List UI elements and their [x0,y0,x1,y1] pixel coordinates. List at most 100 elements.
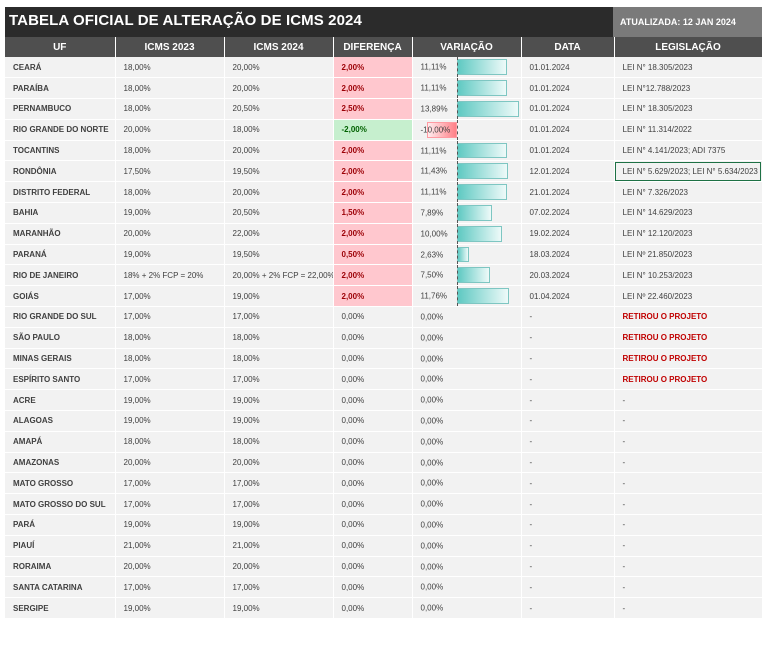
cell-diferenca[interactable]: 0,50% [333,244,413,266]
cell-legislacao[interactable]: LEI N° 18.305/2023 [614,57,763,79]
cell-icms-2023[interactable]: 19,00% [115,514,225,536]
cell-icms-2024[interactable]: 20,00% + 2% FCP = 22,00% [224,264,334,287]
cell-icms-2023[interactable]: 18,00% [115,140,225,162]
cell-legislacao[interactable]: LEI N°12.788/2023 [614,77,763,100]
cell-uf[interactable]: PARANÁ [5,244,116,266]
cell-icms-2024[interactable]: 20,50% [224,98,334,120]
cell-icms-2023[interactable]: 17,00% [115,285,225,308]
cell-uf[interactable]: MATO GROSSO [5,472,116,495]
cell-variacao[interactable]: 0,00% [412,306,522,328]
cell-icms-2023[interactable]: 20,00% [115,452,225,474]
cell-variacao[interactable]: 0,00% [412,514,522,536]
cell-diferenca[interactable]: 0,00% [333,368,413,391]
column-header-diferenca[interactable]: DIFERENÇA [333,37,413,57]
cell-uf[interactable]: RIO DE JANEIRO [5,264,116,287]
cell-uf[interactable]: CEARÁ [5,57,116,79]
cell-variacao[interactable]: 0,00% [412,327,522,349]
cell-legislacao[interactable]: - [614,514,763,536]
cell-data[interactable]: - [521,452,615,474]
cell-legislacao[interactable]: - [614,493,763,516]
cell-data[interactable]: 01.01.2024 [521,98,615,120]
cell-variacao[interactable]: 7,89% [412,202,522,224]
cell-icms-2023[interactable]: 20,00% [115,119,225,141]
cell-legislacao[interactable]: - [614,410,763,432]
cell-icms-2024[interactable]: 20,00% [224,556,334,578]
cell-legislacao[interactable]: RETIROU O PROJETO [614,348,763,370]
cell-uf[interactable]: PIAUÍ [5,535,116,557]
cell-diferenca[interactable]: 2,00% [333,140,413,162]
cell-variacao[interactable]: 0,00% [412,410,522,432]
cell-variacao[interactable]: 7,50% [412,264,522,287]
cell-legislacao[interactable]: - [614,597,763,620]
cell-uf[interactable]: BAHIA [5,202,116,224]
cell-icms-2024[interactable]: 18,00% [224,119,334,141]
cell-data[interactable]: - [521,472,615,495]
cell-data[interactable]: - [521,368,615,391]
cell-icms-2024[interactable]: 19,00% [224,514,334,536]
cell-data[interactable]: - [521,431,615,453]
cell-data[interactable]: - [521,535,615,557]
cell-data[interactable]: - [521,514,615,536]
cell-uf[interactable]: DISTRITO FEDERAL [5,181,116,204]
cell-data[interactable]: 21.01.2024 [521,181,615,204]
cell-variacao[interactable]: 11,43% [412,160,522,183]
cell-diferenca[interactable]: 0,00% [333,348,413,370]
cell-uf[interactable]: TOCANTINS [5,140,116,162]
cell-icms-2023[interactable]: 17,00% [115,368,225,391]
cell-variacao[interactable]: 10,00% [412,223,522,245]
cell-legislacao[interactable]: - [614,389,763,412]
cell-icms-2023[interactable]: 21,00% [115,535,225,557]
cell-variacao[interactable]: -10,00% [412,119,522,141]
cell-variacao[interactable]: 11,11% [412,57,522,79]
cell-variacao[interactable]: 0,00% [412,556,522,578]
cell-diferenca[interactable]: 2,00% [333,223,413,245]
cell-icms-2024[interactable]: 19,50% [224,244,334,266]
cell-variacao[interactable]: 0,00% [412,368,522,391]
cell-variacao[interactable]: 2,63% [412,244,522,266]
cell-uf[interactable]: PARAÍBA [5,77,116,100]
cell-variacao[interactable]: 11,11% [412,181,522,204]
cell-diferenca[interactable]: 0,00% [333,556,413,578]
cell-icms-2023[interactable]: 18,00% [115,181,225,204]
cell-icms-2024[interactable]: 22,00% [224,223,334,245]
cell-diferenca[interactable]: 2,00% [333,57,413,79]
cell-diferenca[interactable]: 0,00% [333,389,413,412]
cell-diferenca[interactable]: 0,00% [333,327,413,349]
cell-icms-2023[interactable]: 17,00% [115,306,225,328]
cell-variacao[interactable]: 0,00% [412,348,522,370]
cell-legislacao[interactable]: - [614,472,763,495]
cell-icms-2024[interactable]: 21,00% [224,535,334,557]
cell-variacao[interactable]: 0,00% [412,389,522,412]
cell-legislacao[interactable]: LEI N° 11.314/2022 [614,119,763,141]
cell-uf[interactable]: RIO GRANDE DO SUL [5,306,116,328]
cell-legislacao[interactable]: - [614,576,763,599]
cell-icms-2023[interactable]: 19,00% [115,244,225,266]
cell-data[interactable]: 01.01.2024 [521,77,615,100]
cell-data[interactable]: - [521,576,615,599]
cell-variacao[interactable]: 0,00% [412,431,522,453]
cell-legislacao[interactable]: RETIROU O PROJETO [614,327,763,349]
cell-icms-2024[interactable]: 19,00% [224,389,334,412]
cell-icms-2023[interactable]: 18,00% [115,431,225,453]
cell-icms-2024[interactable]: 20,50% [224,202,334,224]
cell-data[interactable]: - [521,389,615,412]
cell-legislacao[interactable]: - [614,556,763,578]
cell-legislacao[interactable]: RETIROU O PROJETO [614,306,763,328]
cell-icms-2024[interactable]: 17,00% [224,472,334,495]
cell-variacao[interactable]: 11,76% [412,285,522,308]
cell-data[interactable]: - [521,306,615,328]
cell-legislacao[interactable]: LEI N° 18.305/2023 [614,98,763,120]
cell-legislacao[interactable]: - [614,431,763,453]
cell-icms-2023[interactable]: 19,00% [115,202,225,224]
cell-icms-2024[interactable]: 20,00% [224,181,334,204]
cell-variacao[interactable]: 0,00% [412,493,522,516]
column-header-icms-2023[interactable]: ICMS 2023 [115,37,225,57]
cell-icms-2023[interactable]: 19,00% [115,410,225,432]
cell-legislacao[interactable]: - [614,535,763,557]
cell-variacao[interactable]: 11,11% [412,140,522,162]
cell-icms-2023[interactable]: 18,00% [115,348,225,370]
cell-icms-2023[interactable]: 17,00% [115,472,225,495]
cell-data[interactable]: 07.02.2024 [521,202,615,224]
cell-uf[interactable]: MARANHÃO [5,223,116,245]
cell-diferenca[interactable]: 0,00% [333,535,413,557]
